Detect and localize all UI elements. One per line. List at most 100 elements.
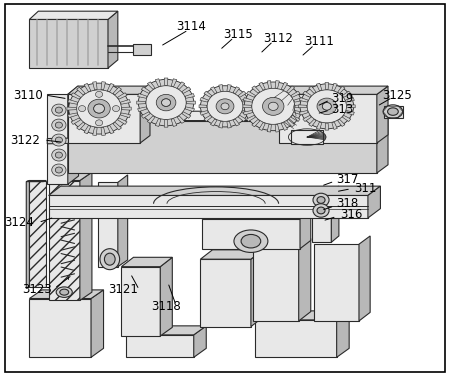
Text: 3115: 3115 — [224, 28, 253, 41]
Ellipse shape — [207, 91, 243, 121]
Polygon shape — [383, 106, 403, 118]
Polygon shape — [177, 116, 185, 123]
Text: 3125: 3125 — [382, 89, 412, 102]
Polygon shape — [121, 267, 160, 336]
Ellipse shape — [200, 86, 250, 127]
Ellipse shape — [146, 86, 186, 120]
Polygon shape — [294, 98, 303, 102]
Polygon shape — [68, 121, 377, 173]
Polygon shape — [202, 211, 311, 219]
Ellipse shape — [322, 103, 331, 110]
Polygon shape — [182, 112, 191, 118]
Polygon shape — [291, 130, 323, 144]
Text: 3124: 3124 — [4, 216, 35, 229]
Polygon shape — [126, 326, 206, 335]
Polygon shape — [312, 192, 331, 242]
Polygon shape — [122, 107, 131, 110]
Ellipse shape — [221, 103, 229, 110]
Text: 318: 318 — [336, 197, 358, 210]
Polygon shape — [342, 115, 351, 121]
Polygon shape — [368, 186, 380, 218]
Polygon shape — [29, 299, 91, 357]
Polygon shape — [160, 257, 172, 336]
Polygon shape — [200, 259, 251, 327]
Polygon shape — [107, 126, 114, 134]
Polygon shape — [242, 105, 251, 108]
Polygon shape — [171, 118, 177, 126]
Ellipse shape — [317, 207, 325, 214]
Text: 3122: 3122 — [10, 133, 40, 147]
Ellipse shape — [96, 91, 103, 97]
Polygon shape — [29, 180, 46, 287]
Polygon shape — [243, 111, 253, 115]
Ellipse shape — [55, 122, 62, 128]
Polygon shape — [342, 91, 351, 97]
Text: 3111: 3111 — [304, 35, 334, 49]
Ellipse shape — [52, 164, 66, 176]
Ellipse shape — [88, 99, 110, 118]
Ellipse shape — [156, 94, 176, 111]
Polygon shape — [255, 320, 337, 357]
Ellipse shape — [162, 99, 171, 106]
Polygon shape — [133, 44, 151, 55]
Ellipse shape — [244, 82, 302, 131]
Polygon shape — [377, 111, 388, 173]
Polygon shape — [120, 113, 130, 118]
Polygon shape — [359, 236, 370, 321]
Polygon shape — [204, 115, 212, 121]
Polygon shape — [325, 123, 329, 130]
Ellipse shape — [263, 97, 284, 115]
Polygon shape — [338, 119, 345, 126]
Polygon shape — [309, 86, 316, 93]
Polygon shape — [233, 87, 240, 94]
Polygon shape — [71, 93, 81, 99]
Polygon shape — [332, 83, 337, 91]
Polygon shape — [200, 111, 208, 115]
Text: 316: 316 — [340, 208, 363, 221]
Polygon shape — [113, 87, 122, 95]
Ellipse shape — [234, 230, 268, 252]
Polygon shape — [295, 105, 304, 108]
Polygon shape — [299, 111, 308, 115]
Polygon shape — [291, 115, 300, 121]
Ellipse shape — [300, 84, 354, 129]
Polygon shape — [101, 127, 106, 135]
Ellipse shape — [55, 152, 62, 158]
Polygon shape — [48, 172, 92, 180]
Polygon shape — [186, 101, 195, 104]
Polygon shape — [29, 290, 104, 299]
Polygon shape — [118, 118, 127, 124]
Polygon shape — [275, 80, 279, 88]
Polygon shape — [314, 244, 359, 321]
Ellipse shape — [322, 103, 331, 110]
Polygon shape — [200, 97, 208, 102]
Polygon shape — [300, 211, 311, 249]
Polygon shape — [147, 82, 155, 89]
Polygon shape — [299, 239, 311, 321]
Polygon shape — [177, 82, 185, 89]
Polygon shape — [68, 100, 78, 104]
Polygon shape — [68, 94, 140, 143]
Polygon shape — [317, 83, 322, 91]
Polygon shape — [281, 123, 288, 130]
Polygon shape — [68, 111, 388, 121]
Ellipse shape — [241, 235, 261, 248]
Polygon shape — [147, 116, 155, 123]
Polygon shape — [29, 20, 108, 68]
Ellipse shape — [52, 149, 66, 161]
Polygon shape — [141, 87, 150, 93]
Ellipse shape — [100, 249, 119, 270]
Polygon shape — [141, 112, 150, 118]
Ellipse shape — [252, 88, 295, 124]
Ellipse shape — [94, 104, 105, 113]
Ellipse shape — [55, 107, 62, 113]
Polygon shape — [138, 107, 147, 112]
Polygon shape — [182, 87, 191, 93]
Polygon shape — [219, 121, 223, 128]
Ellipse shape — [317, 197, 325, 203]
Polygon shape — [68, 86, 150, 94]
Polygon shape — [77, 87, 85, 95]
Text: 317: 317 — [336, 173, 358, 186]
Polygon shape — [247, 115, 255, 121]
Polygon shape — [338, 86, 345, 93]
